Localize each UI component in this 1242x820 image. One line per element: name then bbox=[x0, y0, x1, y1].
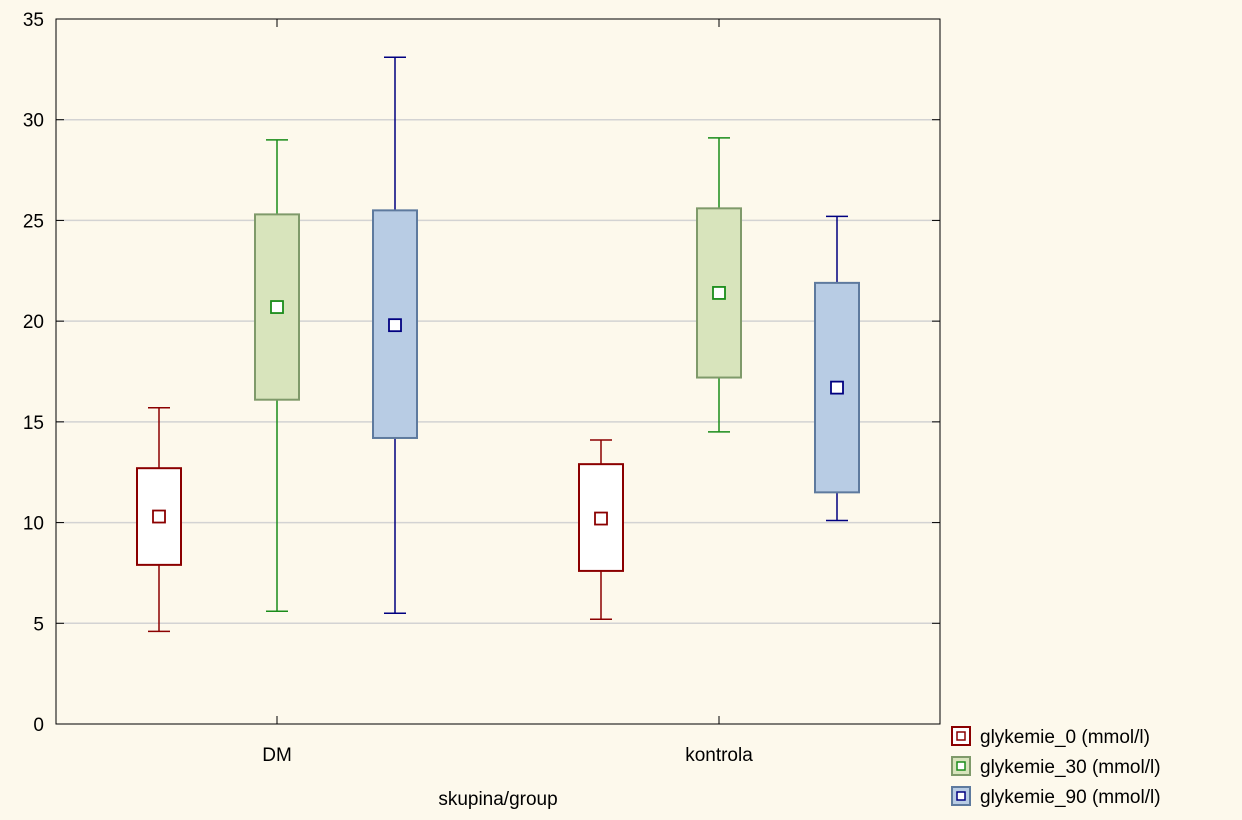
median-marker bbox=[830, 380, 844, 395]
box-0-0 bbox=[136, 407, 182, 633]
legend-label: glykemie_30 (mmol/l) bbox=[980, 757, 1161, 778]
x-tick-label-0: DM bbox=[262, 745, 292, 766]
legend-item-0: glykemie_0 (mmol/l) bbox=[951, 726, 1150, 748]
x-tick-label-1: kontrola bbox=[685, 745, 753, 766]
legend-item-1: glykemie_30 (mmol/l) bbox=[951, 756, 1161, 778]
y-tick-label-2: 10 bbox=[23, 514, 44, 535]
legend-marker bbox=[956, 761, 966, 771]
y-tick-label-0: 0 bbox=[33, 715, 44, 736]
median-marker bbox=[594, 511, 608, 526]
median-marker bbox=[152, 509, 166, 524]
y-tick-label-1: 5 bbox=[33, 614, 44, 635]
legend-label: glykemie_90 (mmol/l) bbox=[980, 787, 1161, 808]
median-marker bbox=[388, 318, 402, 333]
plot-frame bbox=[55, 18, 941, 725]
gridlines bbox=[56, 118, 940, 625]
y-tick-label-3: 15 bbox=[23, 413, 44, 434]
box-series bbox=[136, 56, 860, 633]
y-tick-label-6: 30 bbox=[23, 111, 44, 132]
legend: glykemie_0 (mmol/l) glykemie_30 (mmol/l) g… bbox=[951, 726, 1161, 808]
box-2-0 bbox=[372, 56, 418, 614]
median-marker bbox=[270, 300, 284, 314]
box-0-1 bbox=[578, 439, 624, 621]
box-1-0 bbox=[254, 139, 300, 612]
box-1-1 bbox=[696, 137, 742, 433]
legend-marker bbox=[956, 791, 966, 801]
x-axis-title: skupina/group bbox=[438, 789, 557, 810]
legend-marker bbox=[956, 731, 966, 741]
median-marker bbox=[712, 286, 726, 300]
legend-label: glykemie_0 (mmol/l) bbox=[980, 727, 1150, 748]
y-tick-label-5: 25 bbox=[23, 211, 44, 232]
y-tick-label-4: 20 bbox=[23, 312, 44, 333]
legend-item-2: glykemie_90 (mmol/l) bbox=[951, 786, 1161, 808]
box-2-1 bbox=[814, 215, 860, 522]
y-tick-label-7: 35 bbox=[23, 10, 44, 31]
axes: 0 5 10 15 20 25 30 35 DM kontrola bbox=[23, 10, 940, 766]
